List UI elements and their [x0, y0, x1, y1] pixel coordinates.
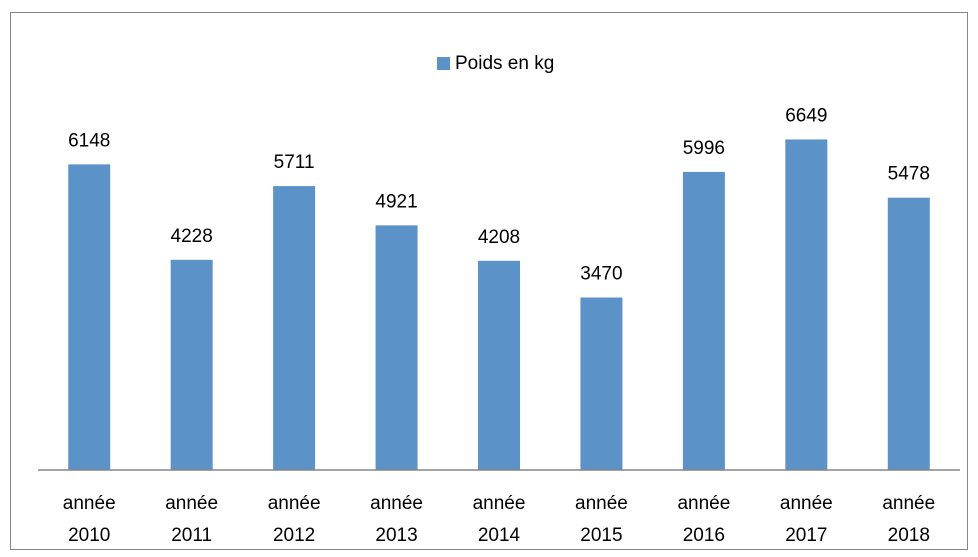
bar	[68, 164, 111, 470]
x-tick-label: année 2011	[165, 493, 219, 546]
bar	[170, 259, 213, 470]
x-tick-label: année 2014	[472, 493, 526, 546]
data-label: 5478	[888, 164, 930, 185]
x-tick-label: année 2013	[370, 493, 423, 546]
x-tick-label: année 2015	[575, 493, 628, 546]
data-label: 3470	[580, 264, 622, 285]
bar	[785, 139, 828, 470]
bar	[478, 260, 520, 470]
x-tick-label: année 2010	[62, 493, 116, 546]
x-tick-label: année 2012	[267, 493, 321, 546]
data-label: 4921	[375, 191, 417, 212]
bar	[682, 171, 725, 470]
data-label: 5711	[274, 152, 315, 173]
data-label: 4208	[478, 227, 520, 248]
x-tick-label: année 2017	[779, 493, 833, 546]
legend-label: Poids en kg	[455, 53, 554, 74]
bar	[375, 225, 418, 470]
data-label: 5996	[683, 138, 725, 159]
legend-swatch	[437, 57, 450, 70]
bar	[273, 186, 316, 470]
bar	[887, 197, 930, 470]
x-tick-label: année 2016	[677, 493, 731, 546]
data-label: 6148	[68, 130, 110, 151]
data-label: 6649	[785, 105, 827, 126]
x-tick-label: année 2018	[882, 493, 936, 546]
data-label: 4228	[171, 226, 213, 247]
bar	[580, 297, 623, 470]
